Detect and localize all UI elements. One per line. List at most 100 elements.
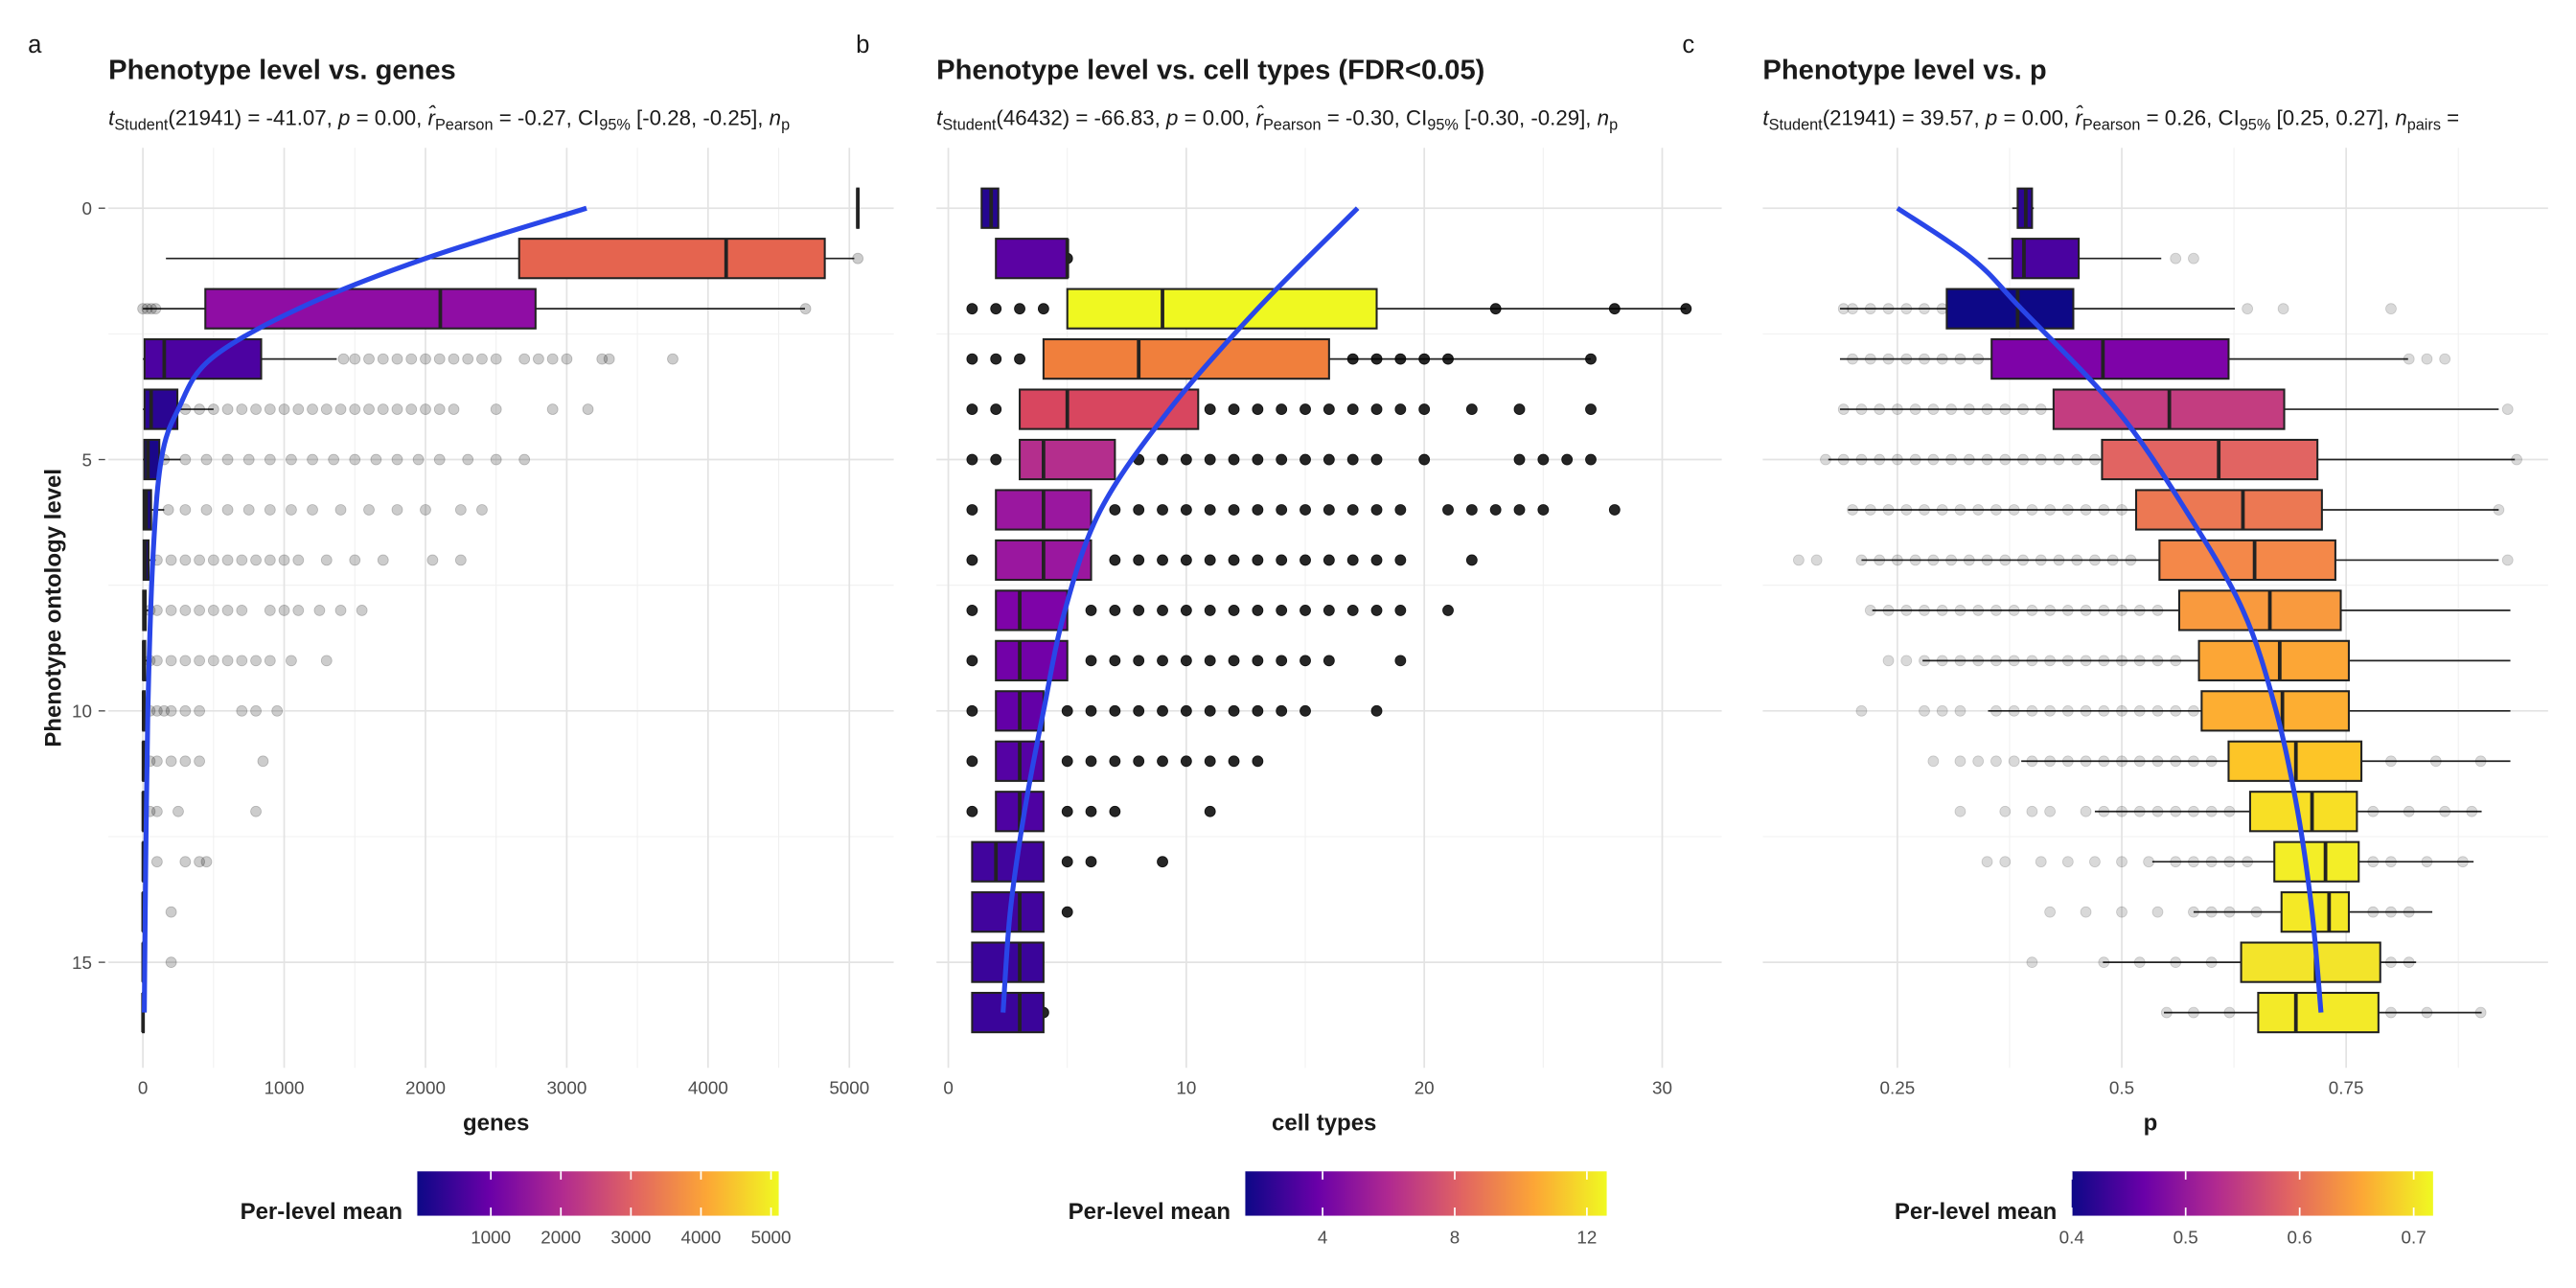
data-point — [1322, 655, 1335, 667]
subtitle-part: [-0.30, -0.29], — [1459, 105, 1598, 129]
data-point — [1370, 504, 1383, 516]
data-point — [1157, 504, 1168, 516]
panel-label: a — [28, 32, 42, 58]
data-point — [2403, 353, 2415, 365]
data-point — [1322, 504, 1335, 516]
panel-label: c — [1682, 32, 1694, 58]
data-point — [221, 453, 234, 466]
data-point — [320, 403, 333, 415]
subtitle-part: [-0.28, -0.25], — [631, 105, 770, 129]
data-point — [1085, 704, 1097, 717]
data-point — [1972, 504, 1985, 516]
data-point — [1990, 655, 2002, 667]
data-point — [2511, 453, 2522, 466]
data-point — [278, 403, 290, 415]
data-point — [412, 453, 425, 466]
data-point — [1963, 554, 1975, 566]
data-point — [1954, 353, 1966, 365]
data-point — [2044, 704, 2057, 717]
data-point — [2044, 604, 2057, 616]
data-point — [2044, 504, 2057, 516]
subtitle-part: = — [2441, 105, 2459, 129]
y-tick-label: 15 — [72, 953, 92, 973]
data-point — [1864, 604, 1876, 616]
data-point — [1252, 604, 1264, 616]
data-point — [2026, 655, 2038, 667]
data-point — [2170, 805, 2182, 817]
subtitle-part: p — [1985, 105, 1997, 129]
data-point — [165, 906, 177, 918]
data-point — [1972, 353, 1985, 365]
data-point — [146, 303, 157, 315]
subtitle-part: p — [1609, 116, 1618, 133]
colorbar-tick-label: 12 — [1576, 1228, 1597, 1248]
subtitle-part: [0.25, 0.27], — [2270, 105, 2395, 129]
box — [995, 589, 1069, 632]
data-point — [990, 353, 1002, 365]
colorbar — [2071, 1171, 2433, 1216]
data-point — [207, 655, 219, 667]
data-point — [150, 303, 162, 315]
data-point — [1180, 604, 1192, 616]
data-point — [420, 403, 431, 415]
data-point — [2026, 504, 2038, 516]
data-point — [1061, 805, 1073, 817]
data-point — [1999, 453, 2012, 466]
data-point — [1891, 403, 1903, 415]
data-point — [1109, 504, 1121, 516]
data-point — [1014, 353, 1025, 365]
data-point — [2098, 755, 2110, 768]
box — [2200, 690, 2350, 732]
data-point — [2008, 755, 2020, 768]
subtitle-part: Student — [942, 116, 997, 133]
subtitle-part: p — [337, 105, 350, 129]
data-point — [1927, 554, 1940, 566]
data-point — [2071, 554, 2083, 566]
data-point — [264, 554, 276, 566]
data-point — [2061, 755, 2074, 768]
data-point — [1276, 604, 1288, 616]
data-point — [2277, 303, 2289, 315]
data-point — [1990, 504, 2002, 516]
box — [2197, 639, 2350, 681]
data-point — [165, 604, 177, 616]
data-point — [150, 755, 163, 768]
data-point — [454, 504, 467, 516]
data-point — [1252, 453, 1264, 466]
data-point — [377, 403, 389, 415]
data-point — [2080, 655, 2092, 667]
data-point — [2089, 554, 2101, 566]
box — [143, 338, 263, 380]
data-point — [2223, 1006, 2236, 1019]
data-point — [2116, 856, 2128, 868]
data-point — [1418, 403, 1431, 415]
data-point — [1513, 403, 1526, 415]
data-point — [2170, 956, 2182, 969]
data-point — [1874, 554, 1886, 566]
data-point — [1909, 453, 1921, 466]
data-point — [307, 403, 318, 415]
data-point — [2017, 453, 2029, 466]
subtitle-part: r̂ — [1256, 105, 1265, 129]
data-point — [1954, 704, 1966, 717]
data-point — [1228, 554, 1240, 566]
subtitle-part: (21941) = 39.57, — [1823, 105, 1986, 129]
x-tick-label: 4000 — [688, 1078, 728, 1098]
subtitle-part: Student — [1769, 116, 1824, 133]
data-point — [1300, 453, 1311, 466]
data-point — [1085, 805, 1097, 817]
data-point — [2160, 1006, 2173, 1019]
data-point — [391, 353, 403, 365]
data-point — [1276, 704, 1288, 717]
data-point — [1228, 755, 1240, 768]
data-point — [150, 655, 163, 667]
data-point — [1810, 554, 1823, 566]
data-point — [1204, 805, 1216, 817]
data-point — [1837, 403, 1850, 415]
data-point — [966, 403, 978, 415]
data-point — [2170, 856, 2182, 868]
data-point — [2403, 956, 2415, 969]
data-point — [1891, 554, 1903, 566]
data-point — [1489, 504, 1502, 516]
data-point — [250, 403, 262, 415]
